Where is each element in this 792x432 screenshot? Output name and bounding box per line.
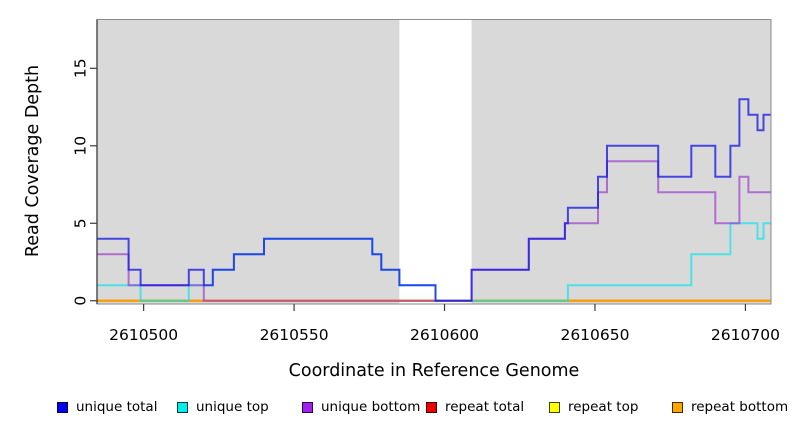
legend-swatch-unique-top xyxy=(177,401,188,413)
x-tick-label: 2610650 xyxy=(560,326,629,344)
x-tick-label: 2610550 xyxy=(260,326,329,344)
y-axis-title: Read Coverage Depth xyxy=(23,64,43,258)
legend-swatch-unique-bottom xyxy=(302,401,313,413)
legend-swatch-repeat-total xyxy=(426,401,437,413)
legend-swatch-repeat-bottom xyxy=(672,401,683,413)
legend-item-repeat-total: repeat total xyxy=(426,399,524,415)
y-tick-label: 5 xyxy=(71,218,89,228)
x-tick-label: 2610500 xyxy=(109,326,178,344)
legend-label-unique-bottom: unique bottom xyxy=(321,399,421,415)
legend-label-repeat-top: repeat top xyxy=(568,399,639,415)
series-line-unique-total xyxy=(97,98,771,302)
legend-label-repeat-bottom: repeat bottom xyxy=(691,399,789,415)
x-axis-title: Coordinate in Reference Genome xyxy=(288,361,580,381)
highlight-band xyxy=(399,19,472,304)
legend-item-unique-total: unique total xyxy=(57,399,157,415)
x-tick-label: 2610600 xyxy=(410,326,479,344)
legend-swatch-repeat-top xyxy=(549,401,560,413)
legend-swatch-unique-total xyxy=(57,401,68,413)
legend-item-repeat-bottom: repeat bottom xyxy=(672,399,788,415)
x-tick-label: 2610700 xyxy=(711,326,780,344)
y-tick-label: 0 xyxy=(71,296,89,306)
legend-label-unique-total: unique total xyxy=(76,399,158,415)
legend-label-repeat-total: repeat total xyxy=(445,399,525,415)
legend-item-repeat-top: repeat top xyxy=(549,399,638,415)
y-tick-label: 15 xyxy=(71,58,89,78)
legend-item-unique-bottom: unique bottom xyxy=(302,399,420,415)
legend-label-unique-top: unique top xyxy=(196,399,269,415)
legend-item-unique-top: unique top xyxy=(177,399,269,415)
y-tick-label: 10 xyxy=(71,136,89,156)
